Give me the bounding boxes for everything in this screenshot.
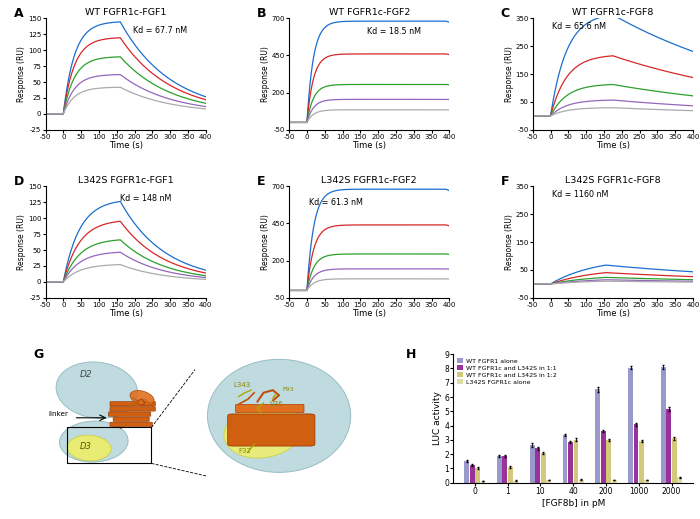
Bar: [470, 465, 475, 483]
Text: Kd = 67.7 nM: Kd = 67.7 nM: [133, 26, 187, 35]
Bar: [634, 424, 638, 483]
Bar: [481, 481, 485, 483]
Y-axis label: Response (RU): Response (RU): [261, 46, 270, 102]
Text: F32: F32: [239, 448, 251, 454]
Ellipse shape: [130, 390, 154, 405]
Y-axis label: Response (RU): Response (RU): [505, 214, 514, 270]
Title: WT FGFR1c-FGF1: WT FGFR1c-FGF1: [85, 8, 167, 18]
Text: linker: linker: [48, 411, 69, 417]
Ellipse shape: [56, 362, 138, 418]
X-axis label: Time (s): Time (s): [108, 142, 143, 151]
Y-axis label: LUC activity: LUC activity: [433, 391, 442, 445]
X-axis label: Time (s): Time (s): [596, 142, 630, 151]
Text: D2: D2: [80, 371, 92, 379]
FancyBboxPatch shape: [235, 404, 304, 413]
Text: C: C: [500, 7, 510, 20]
Bar: [497, 456, 502, 483]
Text: F93: F93: [282, 388, 294, 392]
Bar: [678, 477, 682, 483]
X-axis label: Time (s): Time (s): [352, 309, 386, 319]
Bar: [628, 368, 633, 483]
Bar: [661, 367, 666, 483]
Text: Kd = 61.3 nM: Kd = 61.3 nM: [309, 198, 363, 207]
Text: Kd = 65.6 nM: Kd = 65.6 nM: [552, 22, 606, 31]
Title: WT FGFR1c-FGF2: WT FGFR1c-FGF2: [328, 8, 410, 18]
Text: Kd = 1160 nM: Kd = 1160 nM: [552, 190, 609, 199]
Bar: [540, 453, 545, 483]
Y-axis label: Response (RU): Response (RU): [18, 46, 27, 102]
Text: A: A: [13, 7, 23, 20]
Title: L342S FGFR1c-FGF2: L342S FGFR1c-FGF2: [321, 176, 417, 185]
Bar: [612, 480, 617, 483]
Y-axis label: Response (RU): Response (RU): [505, 46, 514, 102]
Text: D: D: [13, 175, 24, 188]
Ellipse shape: [67, 435, 111, 461]
Y-axis label: Response (RU): Response (RU): [18, 214, 27, 270]
Ellipse shape: [207, 359, 351, 472]
Text: E: E: [257, 175, 265, 188]
X-axis label: Time (s): Time (s): [596, 309, 630, 319]
Text: L343: L343: [233, 382, 251, 388]
FancyBboxPatch shape: [108, 412, 150, 416]
Title: WT FGFR1c-FGF8: WT FGFR1c-FGF8: [572, 8, 654, 18]
FancyBboxPatch shape: [228, 414, 315, 446]
Legend: WT FGFR1 alone, WT FGFR1c and L342S in 1:1, WT FGFR1c and L342S in 1:2, L342S FG: WT FGFR1 alone, WT FGFR1c and L342S in 1…: [456, 357, 557, 385]
Bar: [508, 467, 513, 483]
FancyBboxPatch shape: [113, 417, 149, 421]
Bar: [639, 441, 644, 483]
Y-axis label: Response (RU): Response (RU): [261, 214, 270, 270]
Bar: [546, 480, 551, 483]
Text: B: B: [257, 7, 267, 20]
X-axis label: Time (s): Time (s): [352, 142, 386, 151]
Bar: [672, 439, 677, 483]
Ellipse shape: [224, 404, 303, 458]
Text: V36: V36: [270, 401, 284, 406]
FancyBboxPatch shape: [110, 407, 155, 411]
Bar: [563, 435, 568, 483]
Bar: [579, 480, 584, 483]
X-axis label: [FGF8b] in pM: [FGF8b] in pM: [542, 499, 605, 508]
Text: G: G: [33, 348, 43, 361]
Title: L342S FGFR1c-FGF1: L342S FGFR1c-FGF1: [78, 176, 174, 185]
Text: F: F: [500, 175, 509, 188]
Bar: [645, 480, 650, 483]
Bar: [573, 440, 578, 483]
Title: L342S FGFR1c-FGF8: L342S FGFR1c-FGF8: [565, 176, 661, 185]
Bar: [601, 431, 606, 483]
Bar: [464, 461, 469, 483]
Bar: [67, 428, 151, 463]
FancyBboxPatch shape: [110, 402, 155, 406]
Ellipse shape: [60, 421, 128, 462]
Bar: [475, 468, 480, 483]
Bar: [666, 409, 671, 483]
Text: D3: D3: [80, 442, 92, 451]
FancyBboxPatch shape: [110, 422, 153, 427]
Bar: [503, 456, 507, 483]
Bar: [530, 445, 535, 483]
Text: Kd = 148 nM: Kd = 148 nM: [120, 194, 172, 203]
Text: Kd = 18.5 nM: Kd = 18.5 nM: [368, 27, 421, 36]
Bar: [513, 481, 518, 483]
Bar: [596, 389, 601, 483]
Bar: [536, 448, 540, 483]
X-axis label: Time (s): Time (s): [108, 309, 143, 319]
Bar: [606, 440, 611, 483]
Text: H: H: [405, 348, 416, 361]
Bar: [568, 442, 573, 483]
